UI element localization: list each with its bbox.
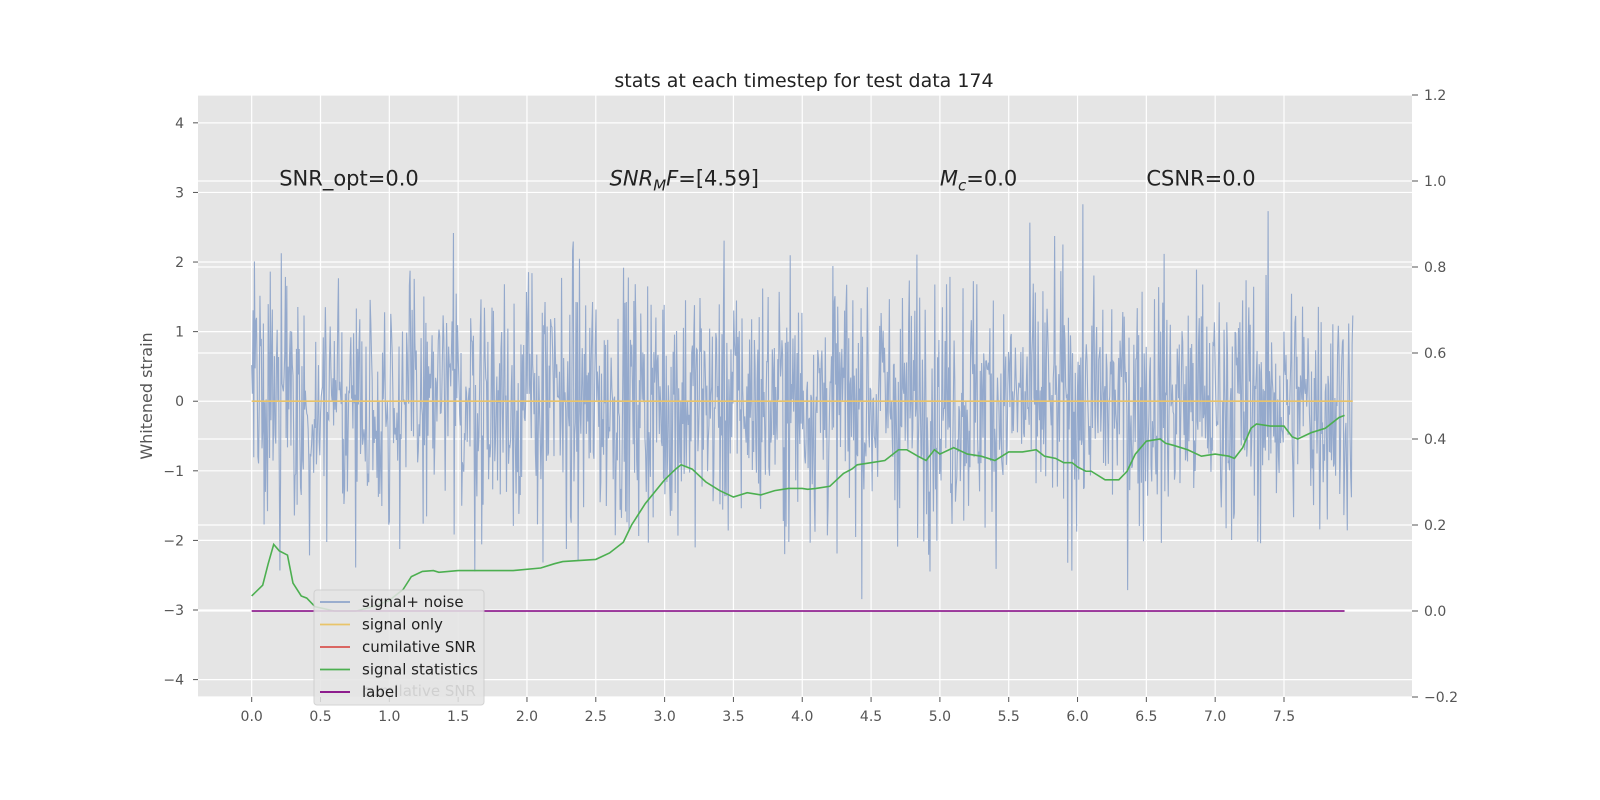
x-tick-label: 2.5 — [585, 709, 607, 725]
x-tick-label: 1.0 — [378, 709, 400, 725]
series-signal-statistics — [251, 414, 1345, 612]
legend-label: signal+ noise — [362, 593, 464, 611]
x-tick-label: 1.5 — [447, 709, 469, 725]
x-tick-label: 0.0 — [241, 709, 263, 725]
y2-tick-label: 0.8 — [1424, 260, 1446, 276]
y-tick-label: −2 — [163, 533, 184, 549]
annotations: SNR_opt=0.0 SNRMF=[4.59] Mc=0.0 CSNR=0.0 — [279, 167, 1255, 195]
legend: cumilative SNR signal+ noise signal only c… — [313, 589, 485, 706]
x-tick-label: 4.5 — [860, 709, 882, 725]
legend-label: label — [362, 683, 398, 701]
x-tick-label: 6.0 — [1066, 709, 1088, 725]
legend-box — [313, 589, 485, 706]
y-tick-label: −3 — [163, 603, 184, 619]
y2-tick-label: 0.6 — [1424, 346, 1446, 362]
y2-tick-label: 0.4 — [1424, 432, 1446, 448]
legend-label: signal only — [362, 616, 443, 634]
legend-label: cumilative SNR — [362, 638, 476, 656]
annotation: SNRMF=[4.59] — [610, 167, 759, 195]
y-tick-label: 0 — [175, 394, 184, 410]
x-tick-label: 6.5 — [1135, 709, 1157, 725]
chart-title: stats at each timestep for test data 174 — [614, 70, 993, 92]
x-tick-label: 3.0 — [653, 709, 675, 725]
legend-ghost-text: cumilative SNR — [362, 682, 476, 700]
noise-series — [251, 204, 1354, 600]
signal-noise-line — [251, 204, 1354, 600]
x-tick-label: 2.0 — [516, 709, 538, 725]
legend-label: signal statistics — [362, 661, 478, 679]
annotation: Mc=0.0 — [940, 167, 1017, 195]
x-tick-label: 7.5 — [1273, 709, 1295, 725]
y2-tick-label: 1.2 — [1424, 88, 1446, 104]
y2-tick-label: 1.0 — [1424, 174, 1446, 190]
y-tick-label: 4 — [175, 116, 184, 132]
y2-tick-label: 0.2 — [1424, 518, 1446, 534]
y-tick-label: 2 — [175, 255, 184, 271]
y-axis-label: Whitened strain — [137, 332, 156, 459]
x-tick-label: 5.5 — [998, 709, 1020, 725]
x-axis: 0.0 0.5 1.0 1.5 2.0 2.5 3.0 3.5 4.0 4.5 5.0 5.5 6.0 6… — [241, 697, 1295, 725]
x-tick-label: 3.5 — [722, 709, 744, 725]
x-tick-label: 4.0 — [791, 709, 813, 725]
y-tick-label: 1 — [175, 325, 184, 341]
y-axis-right: −0.2 0.0 0.2 0.4 0.6 0.8 1.0 1.2 — [1412, 88, 1458, 706]
y2-tick-label: 0.0 — [1424, 604, 1446, 620]
x-tick-label: 7.0 — [1204, 709, 1226, 725]
y-axis-left: −4 −3 −2 −1 0 1 2 3 4 — [163, 116, 198, 689]
y-tick-label: −4 — [163, 673, 184, 689]
y-tick-label: −1 — [163, 464, 184, 480]
annotation: CSNR=0.0 — [1146, 167, 1255, 191]
y2-tick-label: −0.2 — [1424, 690, 1458, 706]
y-tick-label: 3 — [175, 185, 184, 201]
x-tick-label: 5.0 — [929, 709, 951, 725]
x-tick-label: 0.5 — [309, 709, 331, 725]
annotation: SNR_opt=0.0 — [279, 167, 419, 192]
